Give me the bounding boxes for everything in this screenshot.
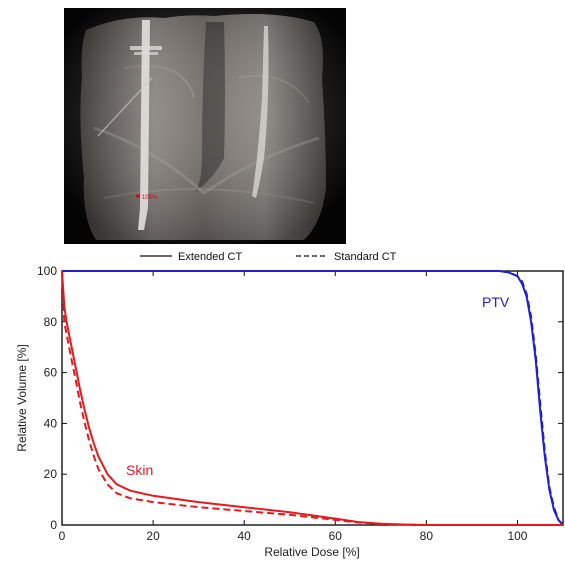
implant-rod-left [138, 20, 150, 230]
x-axis-title: Relative Dose [%] [264, 545, 359, 559]
y-tick-label: 80 [44, 315, 58, 329]
y-axis-title: Relative Volume [%] [15, 344, 29, 451]
implant-rod-right [252, 26, 269, 198]
y-tick-label: 100 [37, 264, 57, 278]
series-label-ptv: PTV [482, 294, 510, 310]
dose-marker-label: 105% [142, 195, 158, 201]
series-ptv-standard-ct [62, 270, 564, 526]
legend-label-extended: Extended CT [178, 251, 242, 263]
series-skin-standard-ct [61, 270, 563, 526]
x-tick-label: 80 [420, 529, 434, 543]
x-tick-label: 0 [59, 529, 66, 543]
series-layer [61, 270, 564, 526]
x-tick-label: 60 [329, 529, 343, 543]
series-label-skin: Skin [126, 462, 153, 478]
axis-ticks: 0 20 40 60 80 100 0 20 40 60 80 100 [37, 264, 563, 543]
legend: Extended CT Standard CT [140, 251, 397, 263]
series-ptv-extended-ct [62, 270, 564, 526]
y-tick-label: 40 [44, 416, 58, 430]
legend-label-standard: Standard CT [334, 251, 397, 263]
ct-scan-image: 105% [64, 8, 346, 244]
dvh-chart: Extended CT Standard CT 0 20 40 60 80 100 0 20 4… [15, 251, 564, 559]
y-tick-label: 60 [44, 366, 58, 380]
series-skin-extended-ct [61, 270, 563, 526]
x-tick-label: 100 [507, 529, 527, 543]
x-tick-label: 40 [238, 529, 252, 543]
y-tick-label: 0 [50, 518, 57, 532]
y-tick-label: 20 [44, 467, 58, 481]
x-tick-label: 20 [146, 529, 160, 543]
dose-marker-dot [136, 194, 140, 198]
